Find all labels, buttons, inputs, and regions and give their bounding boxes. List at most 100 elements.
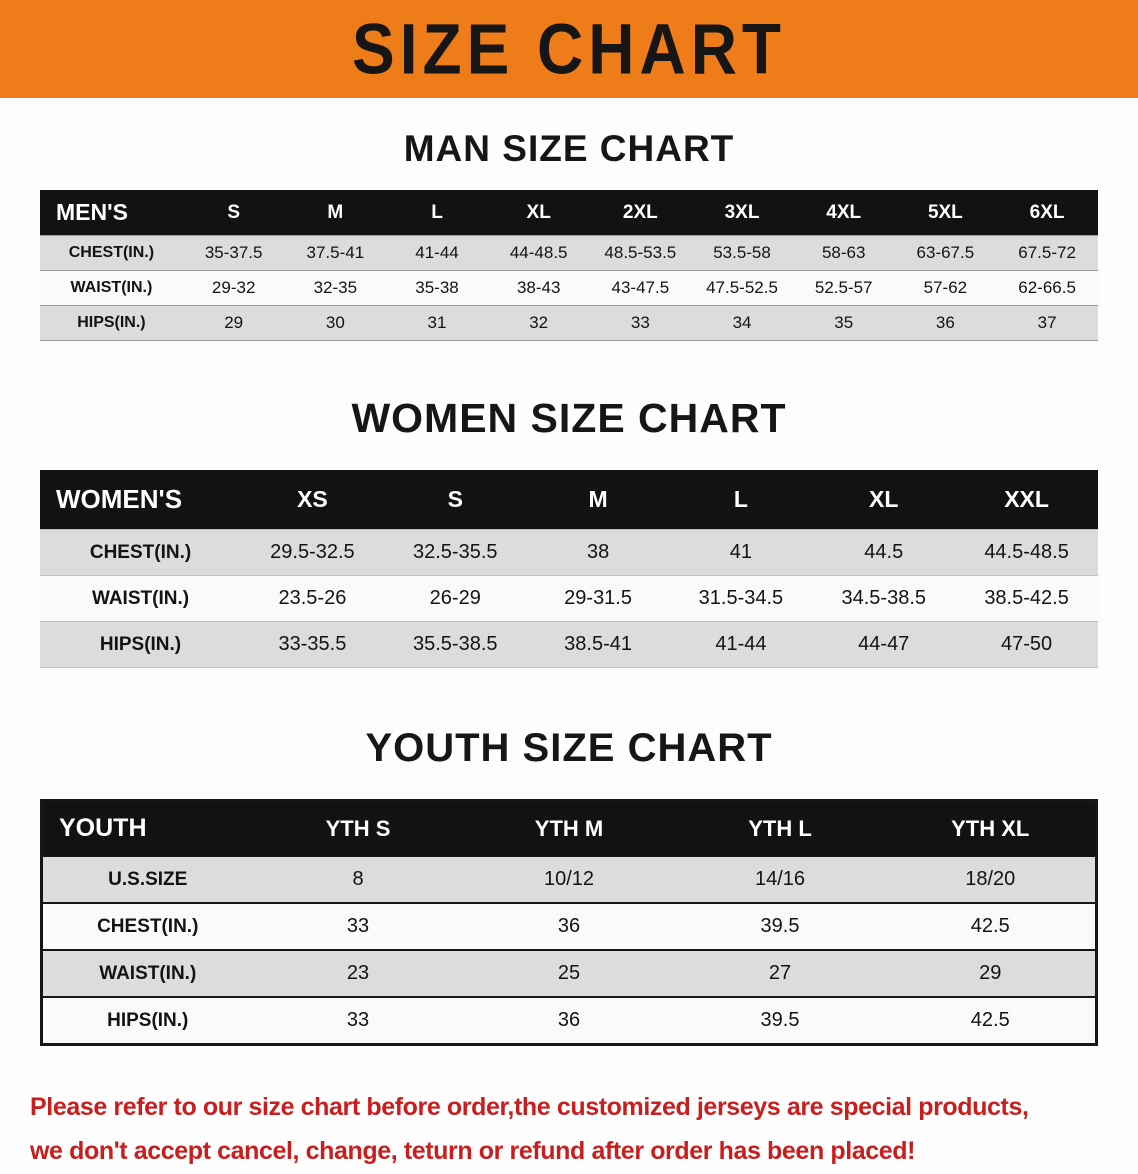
banner: SIZE CHART: [0, 0, 1138, 98]
size-value-cell: 25: [557, 962, 581, 984]
size-value-cell: 23: [346, 962, 370, 984]
size-value-cell: 30: [325, 313, 345, 332]
youth-size-table: YOUTH YTH S YTH M YTH L YTH XL U.S.SIZE 8 10/12…: [40, 799, 1098, 1046]
size-value-cell: 52.5-57: [814, 278, 873, 297]
size-value-cell: 29: [979, 962, 1002, 984]
table-title-cell: MEN'S: [40, 190, 183, 236]
size-column-header: YTH XL: [885, 800, 1097, 856]
table-header-row: WOMEN'S XS S M L XL XXL: [40, 470, 1098, 530]
row-label: CHEST(IN.): [97, 915, 199, 937]
row-label: WAIST(IN.): [99, 962, 197, 984]
size-value-cell: 33-35.5: [278, 633, 347, 655]
size-column-header: XL: [812, 470, 956, 530]
size-value-cell: 58-63: [821, 243, 866, 262]
size-column-header: 6XL: [996, 190, 1098, 236]
size-value-cell: 10/12: [543, 868, 595, 890]
table-title-cell: WOMEN'S: [40, 470, 242, 530]
size-column-header: YTH L: [674, 800, 886, 856]
size-value-cell: 44.5-48.5: [984, 541, 1069, 563]
size-value-cell: 44.5: [864, 541, 904, 563]
size-column-header: M: [526, 470, 670, 530]
size-value-cell: 38.5-42.5: [984, 587, 1069, 609]
size-value-cell: 53.5-58: [713, 243, 771, 262]
size-column-header: 2XL: [589, 190, 692, 236]
size-value-cell: 14/16: [754, 868, 806, 890]
page-title: SIZE CHART: [352, 8, 786, 90]
size-value-cell: 29: [224, 313, 244, 332]
size-value-cell: 41-44: [715, 633, 767, 655]
size-value-cell: 37.5-41: [306, 243, 365, 262]
size-value-cell: 32-35: [313, 278, 358, 297]
size-value-cell: 48.5-53.5: [604, 243, 677, 262]
size-value-cell: 31.5-34.5: [698, 587, 784, 609]
table-row: CHEST(IN.) 33 36 39.5 42.5: [41, 903, 1097, 950]
size-value-cell: 29.5-32.5: [270, 541, 355, 563]
size-column-header: XS: [241, 470, 384, 530]
size-column-header: YTH M: [463, 800, 675, 856]
size-value-cell: 44-47: [858, 633, 910, 655]
size-value-cell: 67.5-72: [1018, 243, 1076, 262]
size-value-cell: 38: [586, 541, 610, 563]
size-value-cell: 39.5: [760, 1009, 800, 1031]
size-column-header: L: [669, 470, 813, 530]
size-value-cell: 42.5: [970, 1009, 1010, 1031]
size-value-cell: 36: [935, 313, 955, 332]
size-column-header: XL: [487, 190, 590, 236]
size-value-cell: 39.5: [760, 915, 800, 937]
size-value-cell: 32: [529, 313, 549, 332]
youth-size-chart-section: YOUTH SIZE CHART YOUTH YTH S YTH M YTH L YTH…: [0, 726, 1138, 1046]
size-column-header: L: [386, 190, 488, 236]
table-row: CHEST(IN.) 35-37.5 37.5-41 41-44 44-48.5 48.5…: [40, 235, 1098, 271]
size-value-cell: 47-50: [1001, 633, 1053, 655]
size-value-cell: 18/20: [965, 868, 1016, 890]
size-value-cell: 63-67.5: [916, 243, 975, 262]
size-value-cell: 34: [732, 313, 752, 332]
size-column-header: 3XL: [691, 190, 793, 236]
row-label: WAIST(IN.): [91, 587, 190, 609]
size-value-cell: 62-66.5: [1018, 278, 1076, 297]
table-row: HIPS(IN.) 29 30 31 32 33 34 35 36 37: [40, 305, 1098, 341]
row-label: HIPS(IN.): [77, 314, 146, 331]
size-column-header: M: [284, 190, 387, 236]
table-row: HIPS(IN.) 33 36 39.5 42.5: [41, 997, 1097, 1045]
disclaimer-line-2: we don't accept cancel, change, teturn o…: [30, 1136, 916, 1165]
size-value-cell: 35-37.5: [204, 243, 263, 262]
women-size-chart-section: WOMEN SIZE CHART WOMEN'S XS S M L XL XXL CHEST(…: [0, 395, 1138, 668]
women-size-chart-heading: WOMEN SIZE CHART: [351, 395, 787, 441]
table-row: HIPS(IN.) 33-35.5 35.5-38.5 38.5-41 41-44 44-…: [40, 621, 1098, 668]
size-value-cell: 33: [346, 915, 370, 937]
size-value-cell: 43-47.5: [611, 278, 670, 297]
size-column-header: XXL: [955, 470, 1098, 530]
size-value-cell: 41-44: [415, 243, 459, 262]
row-label: CHEST(IN.): [89, 541, 192, 563]
size-value-cell: 41: [729, 541, 753, 563]
row-label: WAIST(IN.): [70, 279, 153, 296]
size-value-cell: 35-38: [415, 278, 459, 297]
size-value-cell: 31: [427, 313, 447, 332]
size-value-cell: 32.5-35.5: [413, 541, 498, 563]
table-header-row: MEN'S S M L XL 2XL 3XL 4XL 5XL 6XL: [40, 190, 1098, 236]
table-title-cell: YOUTH: [41, 800, 253, 856]
table-row: WAIST(IN.) 29-32 32-35 35-38 38-43 43-47.5 47.…: [40, 270, 1098, 306]
size-value-cell: 8: [352, 868, 364, 890]
size-column-header: YTH S: [252, 800, 464, 856]
size-column-header: S: [182, 190, 285, 236]
table-row: CHEST(IN.) 29.5-32.5 32.5-35.5 38 41 44.5 44.5…: [40, 529, 1098, 576]
table-row: WAIST(IN.) 23.5-26 26-29 29-31.5 31.5-34.5 34…: [40, 575, 1098, 622]
size-value-cell: 33: [630, 313, 650, 332]
size-value-cell: 26-29: [429, 587, 481, 609]
size-value-cell: 44-48.5: [509, 243, 568, 262]
disclaimer-line-1: Please refer to our size chart before or…: [30, 1093, 1029, 1121]
men-size-table: MEN'S S M L XL 2XL 3XL 4XL 5XL 6XL CHEST(IN.) 35-37…: [40, 190, 1098, 341]
size-value-cell: 37: [1037, 313, 1057, 332]
size-value-cell: 33: [346, 1009, 370, 1031]
man-size-chart-heading: MAN SIZE CHART: [403, 128, 735, 169]
women-size-table: WOMEN'S XS S M L XL XXL CHEST(IN.) 29.5-32.5 32.5…: [40, 470, 1098, 668]
size-value-cell: 35.5-38.5: [413, 633, 498, 655]
size-column-header: 5XL: [894, 190, 997, 236]
size-value-cell: 27: [768, 962, 792, 984]
size-value-cell: 47.5-52.5: [706, 278, 778, 297]
row-label: U.S.SIZE: [108, 868, 188, 890]
size-value-cell: 29-31.5: [564, 587, 632, 609]
